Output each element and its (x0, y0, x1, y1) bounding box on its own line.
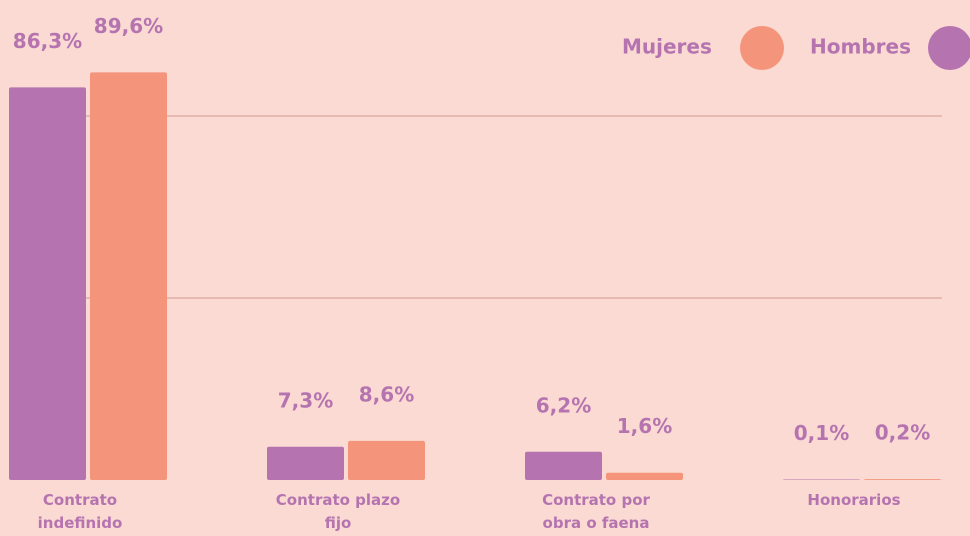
value-label: 86,3% (13, 29, 82, 53)
x-tick-label: Contrato indefinido (37, 491, 123, 532)
legend-label: Hombres (810, 35, 911, 59)
bar (9, 87, 86, 481)
bar (525, 451, 602, 480)
legend-label: Mujeres (622, 35, 712, 59)
value-label: 1,6% (617, 414, 672, 438)
x-tick-label: Contrato por obra o faena (542, 491, 650, 532)
bar (90, 72, 167, 480)
value-label: 89,6% (94, 14, 163, 38)
value-label: 6,2% (536, 393, 591, 417)
bar (606, 472, 683, 480)
legend-swatch (928, 26, 970, 70)
bar (348, 440, 425, 480)
bar (864, 479, 941, 480)
value-label: 0,1% (794, 421, 849, 445)
legend-swatch (740, 26, 784, 70)
x-tick-label: Honorarios (807, 491, 901, 509)
x-tick-label: Contrato plazo fijo (275, 491, 401, 532)
value-label: 7,3% (278, 388, 333, 412)
value-label: 0,2% (875, 421, 930, 445)
bar (267, 446, 344, 480)
value-label: 8,6% (359, 382, 414, 406)
